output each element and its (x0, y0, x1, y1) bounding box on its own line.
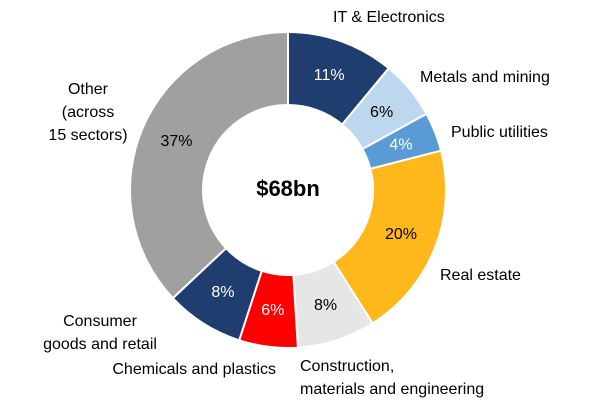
value-label: 6% (261, 302, 284, 319)
category-label: (across (62, 104, 114, 121)
category-label: materials and engineering (300, 381, 484, 398)
value-label: 20% (385, 226, 417, 243)
value-label: 11% (314, 67, 345, 84)
category-label: Real estate (440, 267, 521, 284)
donut-segment (332, 149, 447, 325)
value-label: 4% (389, 136, 412, 153)
category-label: goods and retail (43, 336, 157, 353)
category-label: IT & Electronics (333, 9, 445, 26)
category-label: Metals and mining (420, 69, 550, 86)
value-label: 8% (314, 297, 337, 314)
category-label: Public utilities (451, 124, 548, 141)
category-label: 15 sectors) (48, 127, 127, 144)
value-label: 8% (211, 284, 234, 301)
center-label: $68bn (256, 176, 320, 201)
value-label: 37% (160, 133, 192, 150)
category-label: Consumer (63, 313, 137, 330)
value-label: 6% (370, 104, 393, 121)
category-label: Construction, (300, 358, 394, 375)
category-label: Other (68, 81, 109, 98)
category-label: Chemicals and plastics (112, 361, 276, 378)
donut-segment (129, 30, 289, 300)
